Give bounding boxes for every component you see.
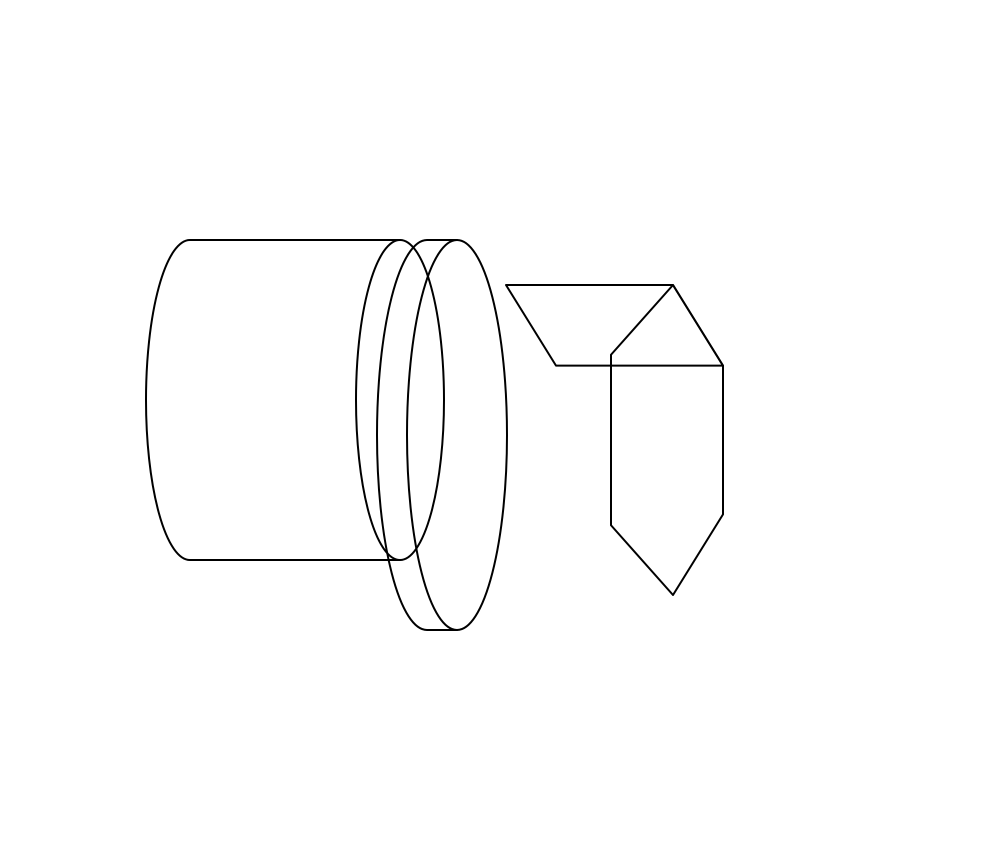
mechanical-assembly-diagram bbox=[0, 0, 1000, 846]
